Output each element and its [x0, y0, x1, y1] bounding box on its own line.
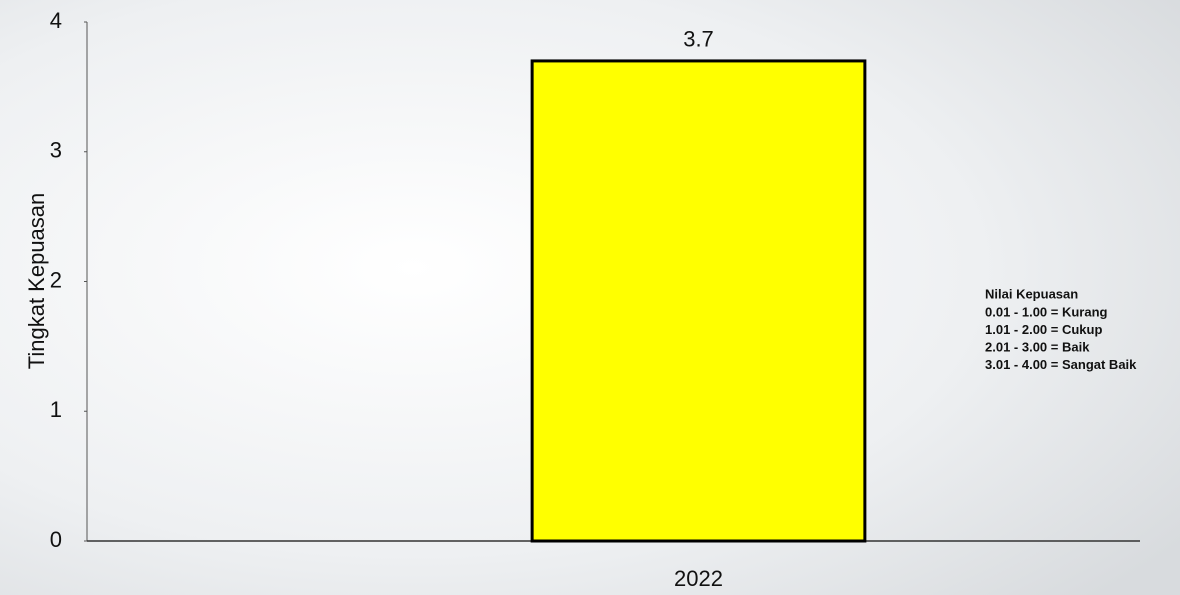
y-tick-label: 0 [50, 527, 62, 552]
annotation-line: 0.01 - 1.00 = Kurang [985, 304, 1108, 319]
y-tick-label: 1 [50, 397, 62, 422]
annotation-line: 3.01 - 4.00 = Sangat Baik [985, 357, 1137, 372]
annotation-line: 2.01 - 3.00 = Baik [985, 339, 1090, 354]
y-tick-label: 2 [50, 267, 62, 292]
annotation-title: Nilai Kepuasan [985, 286, 1078, 301]
y-axis-label: Tingkat Kepuasan [24, 193, 49, 370]
y-tick-label: 3 [50, 138, 62, 163]
y-tick-label: 4 [50, 8, 62, 33]
x-tick-label: 2022 [674, 566, 723, 591]
value-label: 3.7 [683, 27, 714, 52]
bar [530, 59, 867, 543]
annotation-line: 1.01 - 2.00 = Cukup [985, 322, 1102, 337]
